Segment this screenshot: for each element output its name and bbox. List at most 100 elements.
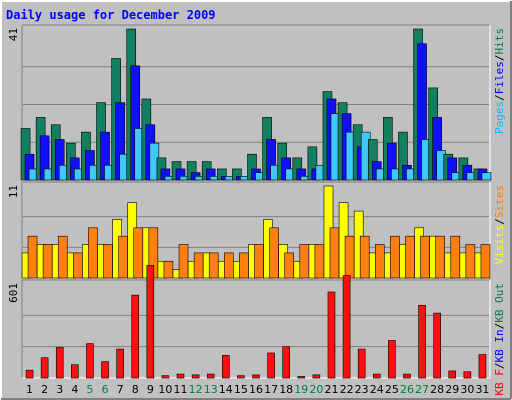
x-tick-label-day-29: 29 (445, 383, 459, 396)
x-tick-label-day-22: 22 (340, 383, 354, 396)
x-tick-label-day-2: 2 (41, 383, 48, 396)
bar-kbytes-kbytes-day-19 (297, 376, 306, 379)
legend-separator: / (493, 363, 506, 370)
bar-visits-sites-day-24 (374, 244, 385, 279)
bar-kbytes-kbytes-day-18 (282, 346, 290, 379)
bar-hits-pages-day-31 (481, 172, 492, 181)
bar-kbytes-kbytes-day-13 (206, 373, 215, 379)
x-tick-label-day-20: 20 (309, 383, 323, 396)
x-tick-label-day-18: 18 (279, 383, 293, 396)
x-tick-label-day-8: 8 (132, 383, 139, 396)
x-tick-label-day-7: 7 (117, 383, 124, 396)
x-tick-label-day-28: 28 (430, 383, 444, 396)
bar-visits-sites-day-29 (450, 235, 461, 279)
bar-kbytes-kbytes-day-11 (176, 373, 185, 379)
y-max-label-visits: 11 (7, 185, 20, 198)
x-tick-label-day-17: 17 (264, 383, 278, 396)
bar-kbytes-kbytes-day-15 (237, 375, 245, 379)
chart-title: Daily usage for December 2009 (6, 8, 216, 22)
legend-entry: Hits (493, 28, 506, 55)
bar-kbytes-kbytes-day-8 (131, 294, 140, 379)
x-axis-day-labels: 1 2 3 4 5 6 7 8 9 10 11 12 13 14 15 16 17 18 19 20 21 22 23 24 2… (26, 383, 489, 396)
legend-entry: Sites (493, 185, 506, 218)
bar-visits-sites-day-28 (435, 235, 445, 279)
x-tick-label-day-31: 31 (475, 383, 489, 396)
bar-kbytes-kbytes-day-1 (25, 369, 34, 379)
x-tick-label-day-10: 10 (158, 383, 172, 396)
legend-entry: KB F (493, 369, 506, 396)
bar-kbytes-kbytes-day-16 (252, 374, 260, 379)
x-tick-label-day-4: 4 (71, 383, 78, 396)
bar-visits-sites-day-10 (163, 260, 174, 279)
x-tick-label-day-12: 12 (189, 383, 203, 396)
legend-entry: Pages (493, 101, 506, 134)
legend-hits: Pages/Files/Hits (493, 28, 506, 134)
bar-kbytes-kbytes-day-12 (191, 374, 200, 379)
bar-kbytes-kbytes-day-31 (478, 354, 487, 379)
bar-visits-sites-day-26 (405, 235, 415, 279)
bar-kbytes-kbytes-day-26 (403, 373, 411, 379)
bar-visits-sites-day-6 (103, 244, 113, 279)
x-tick-label-day-23: 23 (355, 383, 369, 396)
legend-separator: / (493, 55, 506, 62)
legend-entry: Files (493, 61, 506, 94)
y-max-label-hits: 41 (7, 28, 20, 41)
legend-separator: / (493, 218, 506, 225)
x-tick-label-day-19: 19 (294, 383, 308, 396)
bar-kbytes-kbytes-day-2 (40, 357, 49, 379)
bar-visits-sites-day-25 (390, 235, 400, 279)
bar-visits-sites-day-27 (420, 235, 430, 279)
x-tick-label-day-11: 11 (174, 383, 188, 396)
bar-kbytes-kbytes-day-14 (222, 355, 230, 379)
x-tick-label-day-1: 1 (26, 383, 33, 396)
x-tick-label-day-27: 27 (415, 383, 429, 396)
bar-visits-sites-day-15 (239, 252, 249, 279)
bar-kbytes-kbytes-day-25 (388, 340, 396, 379)
y-max-label-kbytes: 601 (7, 283, 20, 303)
bar-kbytes-kbytes-day-29 (448, 370, 457, 379)
x-tick-label-day-9: 9 (147, 383, 154, 396)
bar-visits-sites-day-16 (254, 244, 264, 279)
legend-separator: / (493, 94, 506, 101)
x-tick-label-day-26: 26 (400, 383, 414, 396)
x-tick-label-day-14: 14 (219, 383, 233, 396)
bar-kbytes-kbytes-day-24 (372, 373, 381, 379)
bar-kbytes-kbytes-day-17 (267, 352, 275, 379)
x-tick-label-day-3: 3 (56, 383, 63, 396)
bar-kbytes-kbytes-day-3 (55, 347, 64, 379)
bar-kbytes-kbytes-day-23 (357, 348, 366, 379)
x-tick-label-day-15: 15 (234, 383, 248, 396)
legend-entry: KB In (493, 329, 506, 362)
bar-kbytes-kbytes-day-28 (433, 312, 441, 379)
bar-visits-sites-day-17 (269, 227, 279, 279)
bar-visits-sites-day-5 (88, 227, 98, 279)
bar-kbytes-kbytes-day-5 (86, 343, 94, 379)
plot-area-kbytes (22, 280, 490, 378)
x-tick-label-day-13: 13 (204, 383, 218, 396)
x-tick-label-day-24: 24 (370, 383, 384, 396)
bar-kbytes-kbytes-day-30 (463, 371, 472, 379)
x-tick-label-day-25: 25 (385, 383, 399, 396)
bar-visits-sites-day-31 (480, 244, 491, 279)
x-tick-label-day-5: 5 (86, 383, 93, 396)
bar-kbytes-kbytes-day-10 (161, 375, 170, 379)
bar-visits-sites-day-8 (133, 227, 144, 279)
bar-visits-sites-day-21 (329, 227, 340, 279)
bar-visits-sites-day-7 (118, 235, 128, 279)
bar-visits-sites-day-4 (73, 252, 83, 279)
legend-kbytes: KB F/KB In/KB Out (493, 283, 506, 396)
x-tick-label-day-16: 16 (249, 383, 263, 396)
bar-kbytes-kbytes-day-22 (342, 275, 351, 379)
bar-kbytes-kbytes-day-9 (146, 265, 155, 379)
bar-kbytes-kbytes-day-27 (418, 304, 426, 379)
bar-kbytes-kbytes-day-4 (71, 364, 79, 379)
bar-visits-sites-day-14 (224, 252, 234, 279)
bar-kbytes-kbytes-day-21 (327, 291, 336, 379)
legend-visits: Visits/Sites (493, 185, 506, 265)
bar-visits-sites-day-22 (344, 235, 355, 279)
bar-kbytes-kbytes-day-20 (312, 374, 321, 379)
bar-visits-sites-day-1 (27, 235, 38, 279)
bar-visits-sites-day-2 (42, 244, 53, 279)
